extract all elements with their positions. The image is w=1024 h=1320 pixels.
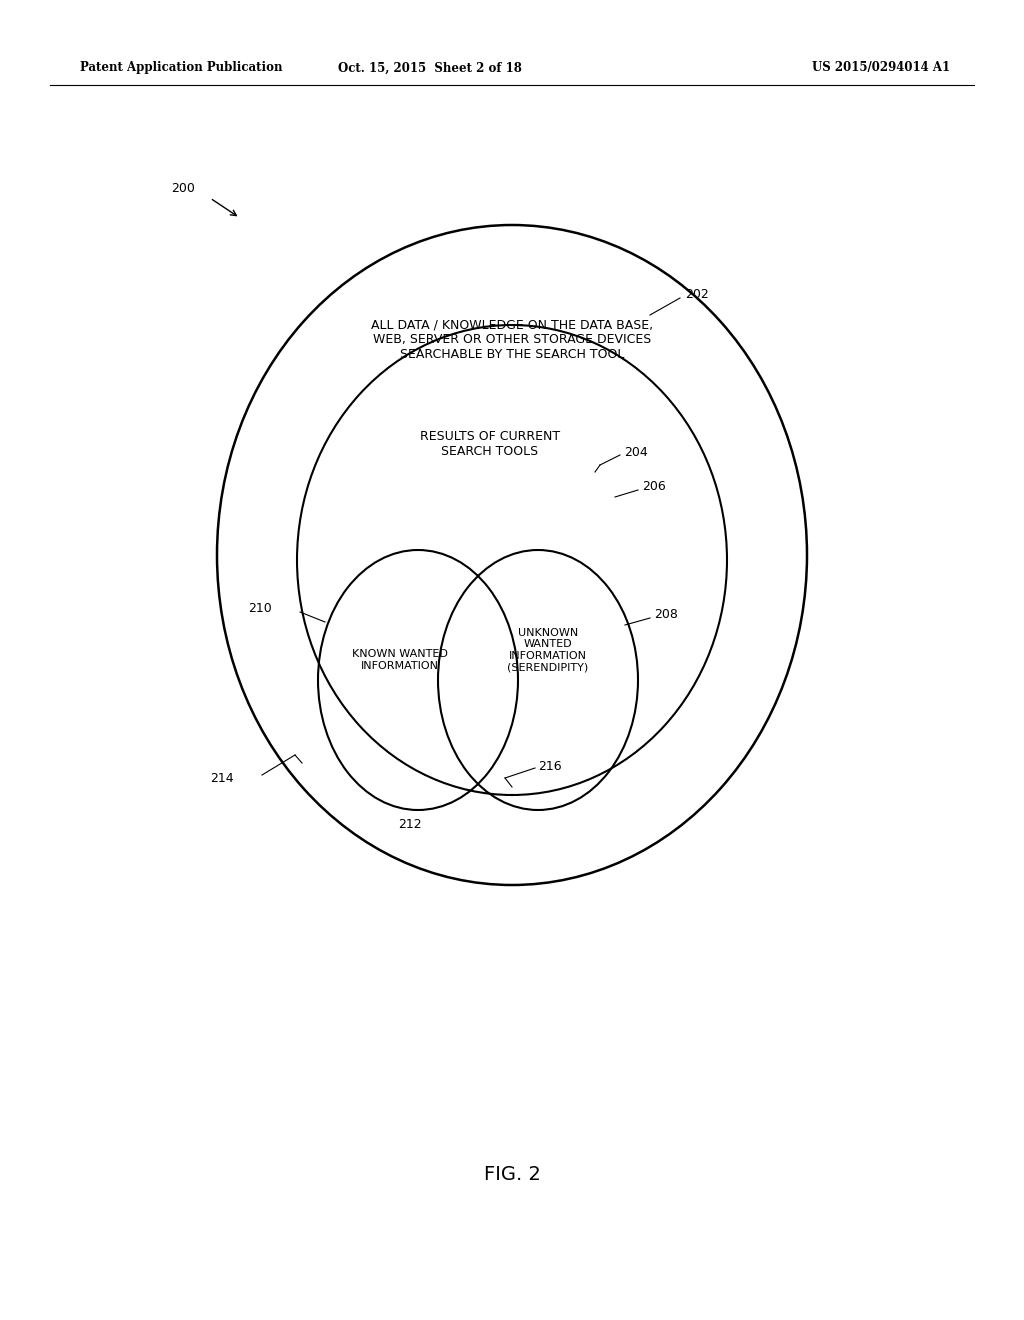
Text: 206: 206 [642, 480, 666, 494]
Text: 200: 200 [171, 181, 195, 194]
Text: 210: 210 [248, 602, 271, 615]
Text: Patent Application Publication: Patent Application Publication [80, 62, 283, 74]
Text: Oct. 15, 2015  Sheet 2 of 18: Oct. 15, 2015 Sheet 2 of 18 [338, 62, 522, 74]
Text: US 2015/0294014 A1: US 2015/0294014 A1 [812, 62, 950, 74]
Text: 216: 216 [538, 759, 561, 772]
Text: 214: 214 [210, 771, 233, 784]
Text: KNOWN WANTED
INFORMATION: KNOWN WANTED INFORMATION [352, 649, 447, 671]
Text: 208: 208 [654, 609, 678, 622]
Text: ALL DATA / KNOWLEDGE ON THE DATA BASE,
WEB, SERVER OR OTHER STORAGE DEVICES
SEAR: ALL DATA / KNOWLEDGE ON THE DATA BASE, W… [371, 318, 653, 360]
Text: RESULTS OF CURRENT
SEARCH TOOLS: RESULTS OF CURRENT SEARCH TOOLS [420, 430, 560, 458]
Text: 204: 204 [624, 446, 648, 458]
Text: 202: 202 [685, 288, 709, 301]
Text: 212: 212 [398, 818, 422, 832]
Text: FIG. 2: FIG. 2 [483, 1166, 541, 1184]
Text: UNKNOWN
WANTED
INFORMATION
(SERENDIPITY): UNKNOWN WANTED INFORMATION (SERENDIPITY) [507, 627, 589, 672]
